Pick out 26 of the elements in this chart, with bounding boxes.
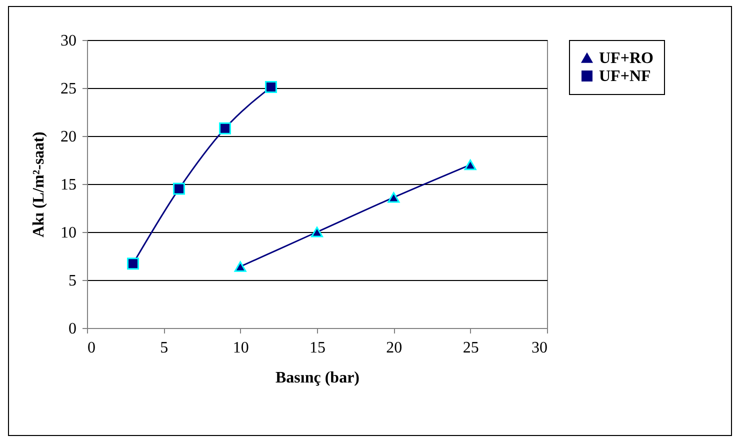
- x-tick-label: 20: [386, 340, 402, 356]
- point: [173, 182, 185, 195]
- point: [464, 160, 476, 170]
- x-tick-label: 25: [462, 340, 479, 356]
- point: [234, 261, 246, 272]
- legend-label: UF+NF: [599, 68, 651, 85]
- x-tick-label: 0: [88, 340, 96, 356]
- point: [219, 122, 231, 134]
- legend-label: UF+RO: [599, 50, 654, 67]
- point: [311, 226, 323, 238]
- y-tick-label: 0: [68, 320, 76, 338]
- point: [127, 258, 139, 270]
- x-tick-label: 10: [232, 340, 249, 356]
- y-tick-label: 25: [60, 80, 76, 98]
- y-tick-label: 20: [60, 128, 76, 146]
- y-tick-label: 15: [60, 176, 76, 194]
- x-tick-label: 15: [310, 340, 326, 356]
- x-tick-label: 5: [160, 340, 168, 356]
- point: [265, 81, 277, 94]
- x-tick-label: 30: [532, 340, 548, 356]
- x-axis-title: Basınç (bar): [276, 370, 360, 386]
- y-tick-label: 5: [68, 272, 76, 290]
- y-tick-label: 30: [60, 32, 76, 50]
- y-tick-label: 10: [60, 224, 76, 242]
- point: [388, 192, 400, 203]
- y-axis-title: Akı (L/m²-saat): [30, 132, 48, 238]
